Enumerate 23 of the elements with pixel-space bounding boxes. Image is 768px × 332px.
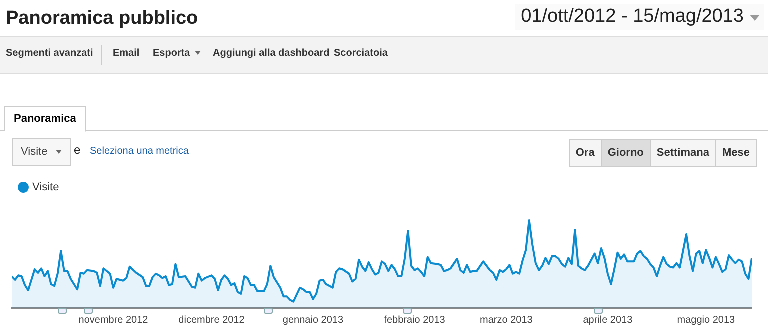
text: Seleziona una metrica xyxy=(90,146,189,157)
text: Mese xyxy=(715,140,756,166)
text: Aggiungi alla dashboard xyxy=(213,48,330,59)
x-tick-label: gennaio 2013 xyxy=(282,314,344,326)
text: Panoramica xyxy=(4,106,86,132)
text: Esporta xyxy=(153,48,192,59)
chart-title: Panoramica pubblico xyxy=(6,8,198,30)
text: Giorno xyxy=(600,140,650,166)
legend-label: Visite xyxy=(32,182,60,194)
text: Segmenti avanzati xyxy=(6,48,94,59)
text: Scorciatoia xyxy=(334,48,388,59)
text: Ora xyxy=(570,140,601,166)
x-tick-label: febbraio 2013 xyxy=(384,314,446,326)
x-tick-label: maggio 2013 xyxy=(677,314,736,326)
text: Settimana xyxy=(650,140,716,166)
text: e xyxy=(74,143,81,157)
text: Email xyxy=(113,48,140,59)
x-tick-label: dicembre 2012 xyxy=(178,314,246,326)
chart-subtitle: 01/ott/2012 - 15/mag/2013 xyxy=(515,4,764,30)
text: Visite xyxy=(12,138,71,166)
x-tick-label: novembre 2012 xyxy=(78,314,149,326)
x-tick-label: marzo 2013 xyxy=(480,314,534,326)
x-tick-label: aprile 2013 xyxy=(583,314,634,326)
